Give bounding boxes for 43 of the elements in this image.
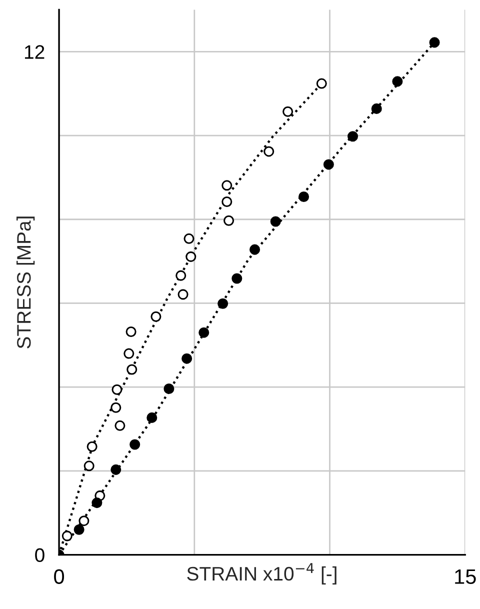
point — [371, 103, 382, 114]
point — [92, 498, 102, 508]
point — [74, 524, 84, 535]
point — [176, 270, 186, 281]
point — [124, 348, 134, 359]
point — [224, 215, 234, 226]
point — [232, 273, 242, 284]
point — [150, 311, 162, 322]
point — [110, 464, 122, 475]
point — [222, 196, 232, 208]
point — [270, 216, 281, 227]
point — [86, 441, 98, 452]
y-tick-label: 12 — [25, 45, 44, 59]
point — [250, 244, 260, 255]
point — [218, 298, 228, 309]
point — [126, 326, 136, 338]
point — [126, 364, 138, 375]
point — [348, 131, 358, 142]
point — [182, 353, 192, 364]
point — [146, 412, 158, 423]
point — [78, 516, 90, 526]
x-tick-label: 15 — [455, 569, 476, 584]
point — [198, 327, 210, 338]
point — [110, 402, 122, 413]
point — [62, 530, 72, 542]
point — [429, 37, 440, 48]
point — [264, 146, 274, 157]
point — [178, 289, 188, 300]
point — [130, 439, 140, 450]
point — [164, 384, 174, 394]
point — [114, 420, 126, 431]
point — [112, 384, 122, 395]
x-axis-title: STRAIN x10$^{−4}$ [-] — [187, 563, 336, 585]
point — [282, 106, 294, 117]
point — [298, 191, 310, 202]
point — [84, 460, 94, 472]
point — [186, 251, 196, 262]
y-axis-title: STRESS [MPa] — [16, 216, 35, 348]
point — [184, 233, 194, 244]
point — [222, 180, 232, 191]
point — [323, 159, 334, 170]
point — [316, 78, 327, 89]
point — [392, 76, 403, 87]
